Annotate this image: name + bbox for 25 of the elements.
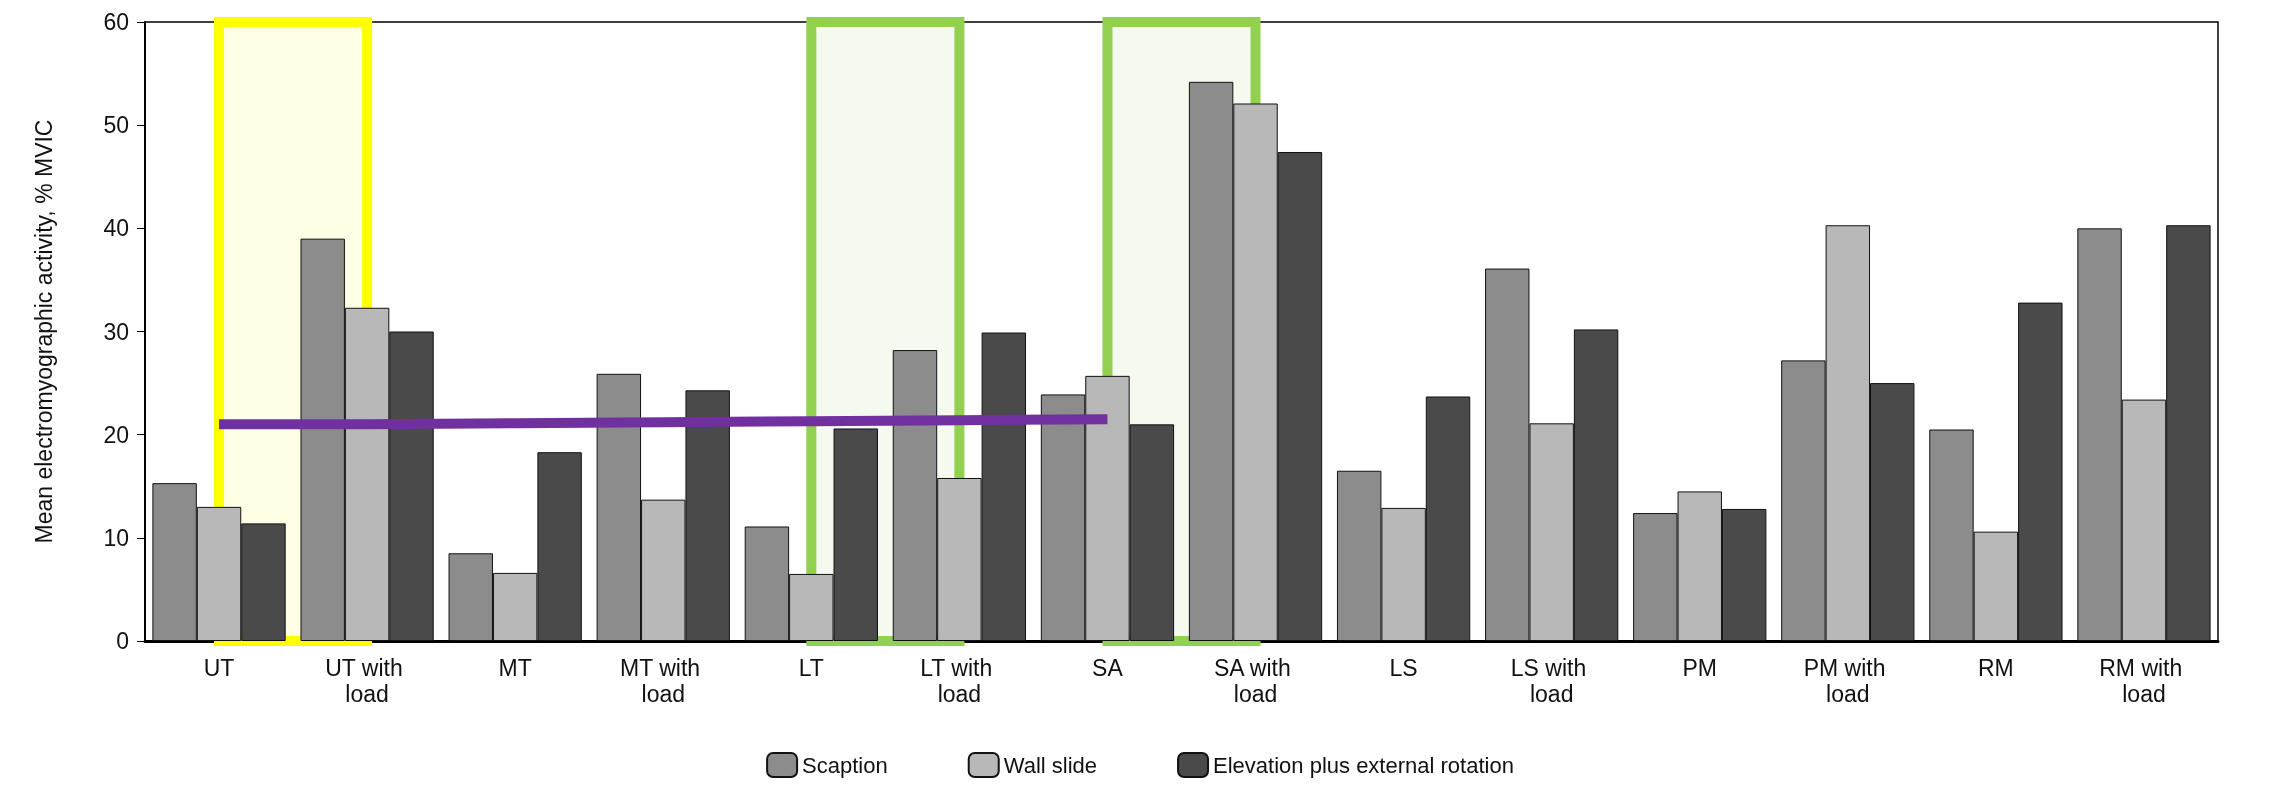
y-tick-label: 30 [103,318,129,345]
x-tick-label: LS [1389,655,1418,681]
x-tick-label: LT [798,655,824,681]
x-tick-label: UT with load [325,655,410,707]
x-tick-label: MT with load [620,655,707,707]
x-tick-label: PM [1682,655,1717,681]
legend-label: Elevation plus external rotation [1213,752,1514,778]
x-tick-label: LS with load [1510,655,1593,707]
x-tick-label: PM with load [1803,655,1892,707]
x-tick-label: RM [1978,655,2014,681]
x-tick-label: RM with load [2099,655,2189,707]
y-tick-label: 0 [116,628,129,654]
y-axis-title: Mean electromyographic activity, % MVIC [30,119,57,544]
y-tick-label: 20 [103,421,129,448]
legend-label: Scaption [802,752,888,778]
x-tick-label: MT [498,655,532,681]
y-tick-label: 40 [103,215,129,242]
x-tick-label: SA [1092,655,1124,681]
y-tick-label: 50 [103,112,129,139]
x-tick-label: LT with load [920,655,999,707]
y-tick-label: 10 [103,524,129,551]
x-tick-label: UT [203,655,235,681]
x-tick-label: SA with load [1213,655,1298,707]
legend-label: Wall slide [1003,752,1098,778]
y-tick-label: 60 [103,9,129,35]
